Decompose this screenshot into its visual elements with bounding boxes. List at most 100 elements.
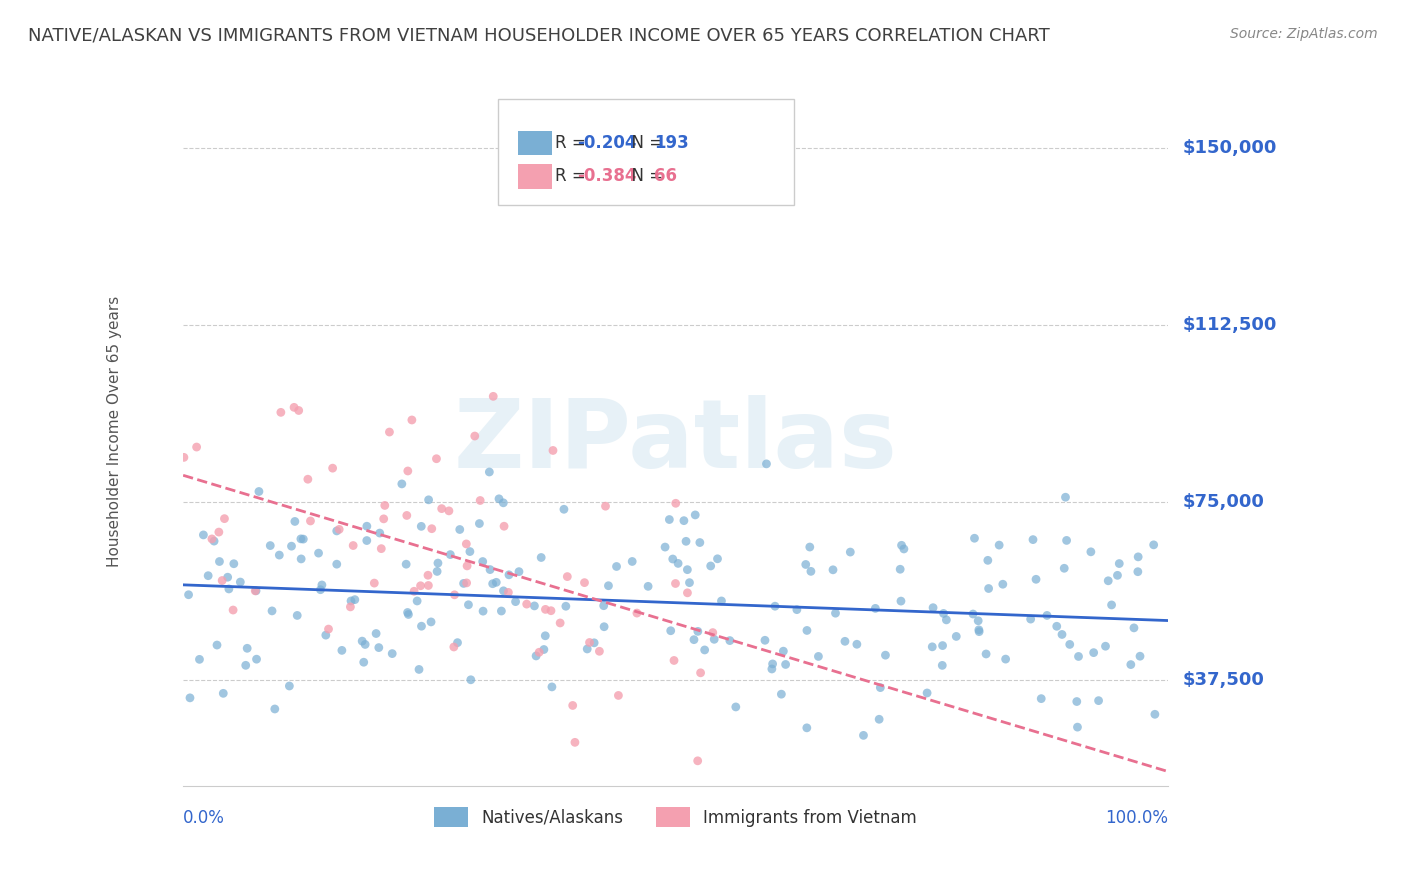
Point: [245, 583, 267, 598]
Text: $75,000: $75,000: [1182, 493, 1264, 511]
Point: [381, 647, 404, 661]
Point: [686, 624, 709, 639]
Text: ZIPatlas: ZIPatlas: [454, 394, 897, 488]
Point: [247, 484, 270, 499]
Point: [437, 504, 460, 518]
Point: [1143, 538, 1166, 552]
Point: [263, 702, 285, 716]
Point: [395, 508, 418, 523]
Point: [834, 634, 856, 648]
Point: [921, 640, 943, 654]
Point: [485, 575, 508, 590]
Point: [211, 574, 233, 588]
Point: [991, 577, 1014, 591]
Point: [621, 554, 644, 568]
Point: [852, 728, 875, 742]
Point: [208, 525, 231, 540]
Point: [443, 588, 465, 602]
Point: [654, 540, 676, 554]
Text: -0.204: -0.204: [576, 134, 637, 152]
Point: [839, 545, 862, 559]
Point: [702, 625, 724, 640]
Point: [222, 603, 245, 617]
Point: [396, 464, 419, 478]
Point: [1036, 608, 1059, 623]
Point: [418, 578, 440, 592]
Point: [800, 565, 823, 579]
Point: [297, 472, 319, 486]
Point: [1031, 691, 1053, 706]
Point: [218, 582, 240, 596]
Point: [478, 465, 501, 479]
Point: [270, 405, 292, 419]
Point: [186, 440, 208, 454]
Point: [290, 532, 312, 546]
Point: [217, 570, 239, 584]
Point: [754, 633, 776, 648]
Point: [548, 615, 571, 630]
Point: [637, 579, 659, 593]
Point: [915, 686, 938, 700]
Point: [664, 576, 686, 591]
Point: [311, 578, 333, 592]
Point: [516, 597, 538, 611]
Point: [339, 599, 361, 614]
Point: [367, 640, 389, 655]
Point: [343, 592, 366, 607]
Point: [693, 643, 716, 657]
Point: [865, 601, 887, 615]
Point: [330, 643, 353, 657]
Point: [889, 562, 911, 576]
Point: [893, 541, 915, 556]
Point: [561, 698, 583, 713]
Point: [534, 602, 557, 616]
Point: [762, 657, 785, 671]
Point: [794, 558, 817, 572]
Point: [775, 657, 797, 672]
Point: [411, 519, 433, 533]
Point: [1119, 657, 1142, 672]
Point: [994, 652, 1017, 666]
Point: [658, 512, 681, 526]
Point: [676, 586, 699, 600]
Point: [1094, 639, 1116, 653]
Point: [967, 624, 990, 639]
Point: [356, 519, 378, 533]
Point: [488, 491, 510, 506]
Point: [678, 575, 700, 590]
Point: [479, 563, 502, 577]
Point: [755, 457, 778, 471]
Point: [1059, 637, 1081, 651]
Point: [931, 658, 953, 673]
Point: [1087, 693, 1109, 707]
Point: [527, 645, 550, 659]
Point: [1128, 549, 1150, 564]
Text: N =: N =: [621, 167, 669, 185]
Point: [534, 629, 557, 643]
Point: [689, 665, 711, 680]
Text: $112,500: $112,500: [1182, 317, 1277, 334]
Point: [420, 522, 443, 536]
Point: [875, 648, 897, 662]
Point: [259, 539, 281, 553]
Point: [284, 515, 307, 529]
Point: [890, 594, 912, 608]
Text: R =: R =: [555, 167, 592, 185]
Text: -0.384: -0.384: [576, 167, 637, 185]
Point: [524, 648, 547, 663]
Point: [606, 559, 628, 574]
Point: [173, 450, 195, 465]
Point: [977, 582, 1000, 596]
Point: [404, 584, 426, 599]
Point: [446, 635, 468, 649]
Point: [368, 526, 391, 541]
Point: [236, 641, 259, 656]
Point: [1101, 598, 1123, 612]
Point: [931, 639, 953, 653]
FancyBboxPatch shape: [498, 99, 793, 205]
Point: [724, 700, 747, 714]
Point: [824, 606, 846, 620]
Point: [322, 461, 344, 475]
Point: [868, 712, 890, 726]
Point: [326, 557, 349, 571]
